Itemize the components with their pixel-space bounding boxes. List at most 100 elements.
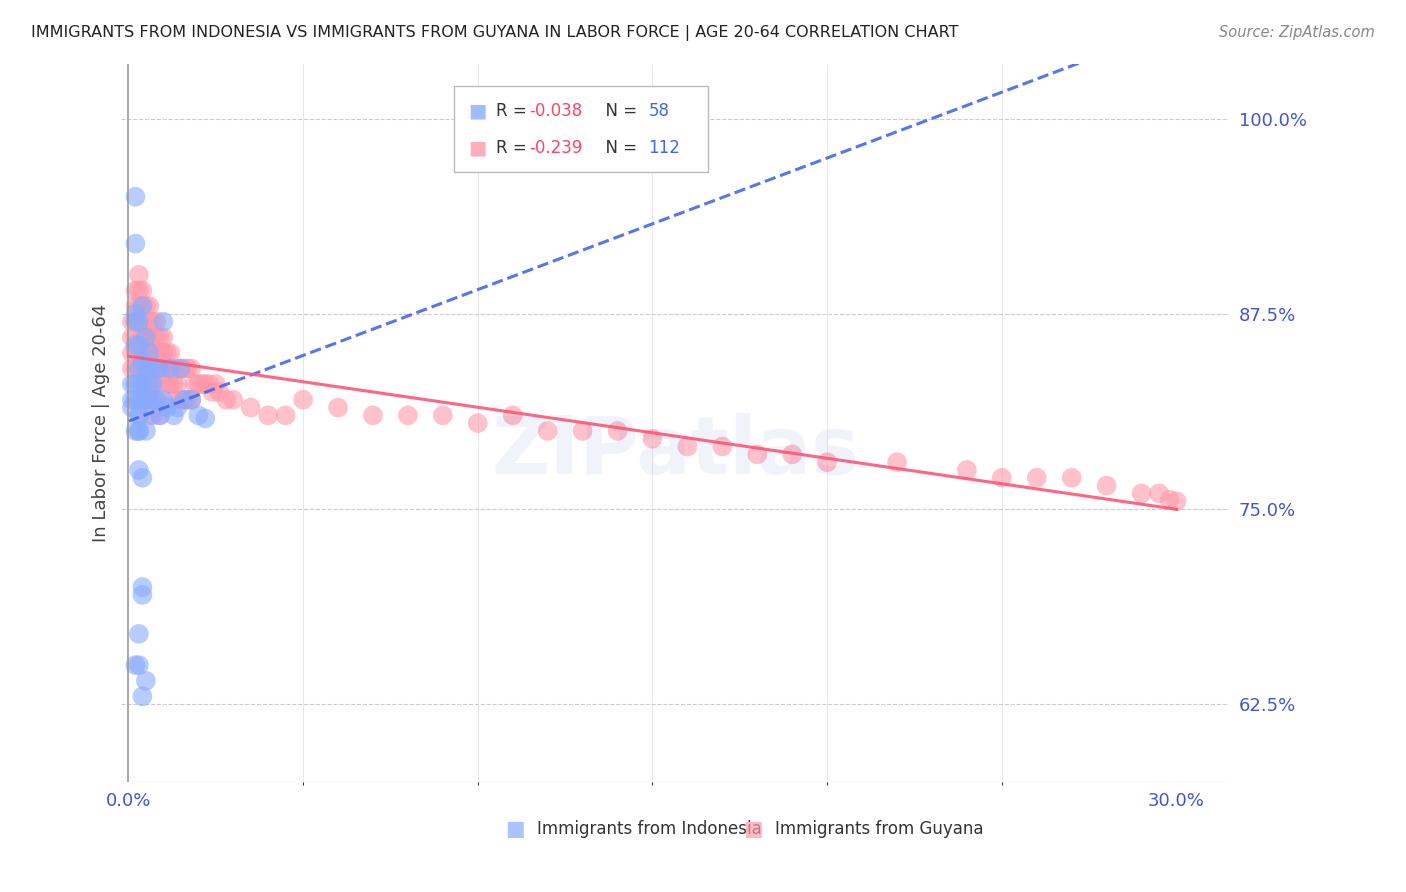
Point xyxy=(128,338,150,352)
Point xyxy=(537,424,560,438)
Point xyxy=(956,463,979,477)
Point xyxy=(1130,486,1153,500)
Point xyxy=(131,299,153,313)
Point xyxy=(156,361,179,376)
Point xyxy=(815,455,838,469)
Point xyxy=(180,361,202,376)
Point xyxy=(124,307,146,321)
Point xyxy=(124,315,146,329)
Point xyxy=(124,236,146,251)
Point xyxy=(131,690,153,704)
Point xyxy=(991,471,1014,485)
Point xyxy=(131,353,153,368)
Point xyxy=(124,361,146,376)
Point xyxy=(432,409,454,423)
Point xyxy=(606,424,628,438)
Point xyxy=(135,361,157,376)
Point xyxy=(326,401,349,415)
Point xyxy=(145,346,167,360)
Point xyxy=(128,268,150,282)
Point xyxy=(124,377,146,392)
Point xyxy=(124,190,146,204)
Point xyxy=(131,315,153,329)
Point xyxy=(128,424,150,438)
Text: N =: N = xyxy=(596,103,643,120)
Text: R =: R = xyxy=(496,139,531,158)
Point xyxy=(124,284,146,298)
Point xyxy=(138,299,160,313)
Point xyxy=(149,409,172,423)
Text: R =: R = xyxy=(496,103,531,120)
Point xyxy=(135,424,157,438)
Point xyxy=(152,361,174,376)
Point xyxy=(121,315,143,329)
Point xyxy=(166,361,188,376)
Point xyxy=(131,377,153,392)
Point xyxy=(138,346,160,360)
Point xyxy=(128,346,150,360)
Point xyxy=(138,330,160,344)
Point xyxy=(124,392,146,407)
Point xyxy=(156,401,179,415)
Point xyxy=(142,409,165,423)
Point xyxy=(135,330,157,344)
Point xyxy=(124,424,146,438)
Text: ■: ■ xyxy=(468,139,486,158)
Point xyxy=(135,299,157,313)
Point xyxy=(197,377,219,392)
Point xyxy=(170,361,193,376)
Point xyxy=(159,361,181,376)
Point xyxy=(131,361,153,376)
Point xyxy=(145,392,167,407)
Point xyxy=(152,346,174,360)
Point xyxy=(131,377,153,392)
Text: N =: N = xyxy=(596,139,643,158)
Point xyxy=(641,432,664,446)
Point xyxy=(138,361,160,376)
Point xyxy=(145,315,167,329)
Point xyxy=(170,361,193,376)
Point xyxy=(138,377,160,392)
FancyBboxPatch shape xyxy=(454,86,709,172)
Point xyxy=(1025,471,1047,485)
Point xyxy=(121,330,143,344)
Point xyxy=(1060,471,1083,485)
Point xyxy=(131,588,153,602)
Point xyxy=(184,377,207,392)
Point xyxy=(292,392,315,407)
Point xyxy=(187,409,209,423)
Point xyxy=(274,409,297,423)
Text: ■: ■ xyxy=(505,819,524,838)
Point xyxy=(361,409,384,423)
Point xyxy=(121,392,143,407)
Point xyxy=(159,361,181,376)
Point xyxy=(152,392,174,407)
Point xyxy=(156,361,179,376)
Point xyxy=(159,377,181,392)
Text: ZIPatlas: ZIPatlas xyxy=(491,413,859,491)
Point xyxy=(128,409,150,423)
Text: 58: 58 xyxy=(648,103,669,120)
Point xyxy=(135,330,157,344)
Point xyxy=(191,377,214,392)
Text: Immigrants from Guyana: Immigrants from Guyana xyxy=(775,820,983,838)
Point xyxy=(131,299,153,313)
Point xyxy=(257,409,280,423)
Point xyxy=(1095,478,1118,492)
Point xyxy=(163,361,186,376)
Point xyxy=(121,346,143,360)
Point xyxy=(149,361,172,376)
Point xyxy=(747,447,769,461)
Point xyxy=(138,392,160,407)
Point xyxy=(128,361,150,376)
Point xyxy=(166,377,188,392)
Point xyxy=(1159,492,1181,507)
Point xyxy=(128,658,150,673)
Point xyxy=(131,471,153,485)
Point xyxy=(173,392,195,407)
Point xyxy=(124,330,146,344)
Text: Source: ZipAtlas.com: Source: ZipAtlas.com xyxy=(1219,25,1375,40)
Point xyxy=(163,409,186,423)
Point xyxy=(142,392,165,407)
Point xyxy=(128,315,150,329)
